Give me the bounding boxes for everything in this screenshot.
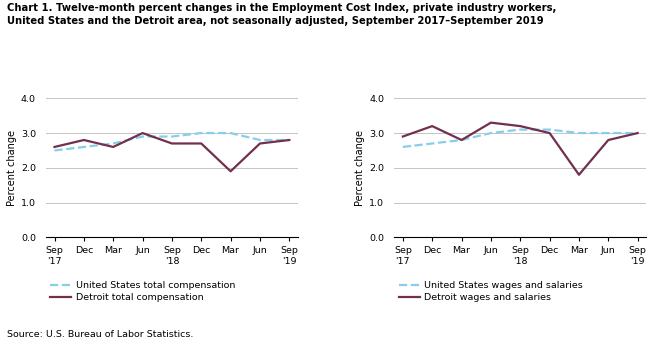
Y-axis label: Percent change: Percent change	[7, 130, 17, 206]
Y-axis label: Percent change: Percent change	[355, 130, 365, 206]
Text: Source: U.S. Bureau of Labor Statistics.: Source: U.S. Bureau of Labor Statistics.	[7, 330, 193, 339]
Legend: United States total compensation, Detroit total compensation: United States total compensation, Detroi…	[50, 281, 235, 302]
Text: Chart 1. Twelve-month percent changes in the Employment Cost Index, private indu: Chart 1. Twelve-month percent changes in…	[7, 3, 556, 26]
Legend: United States wages and salaries, Detroit wages and salaries: United States wages and salaries, Detroi…	[399, 281, 583, 302]
